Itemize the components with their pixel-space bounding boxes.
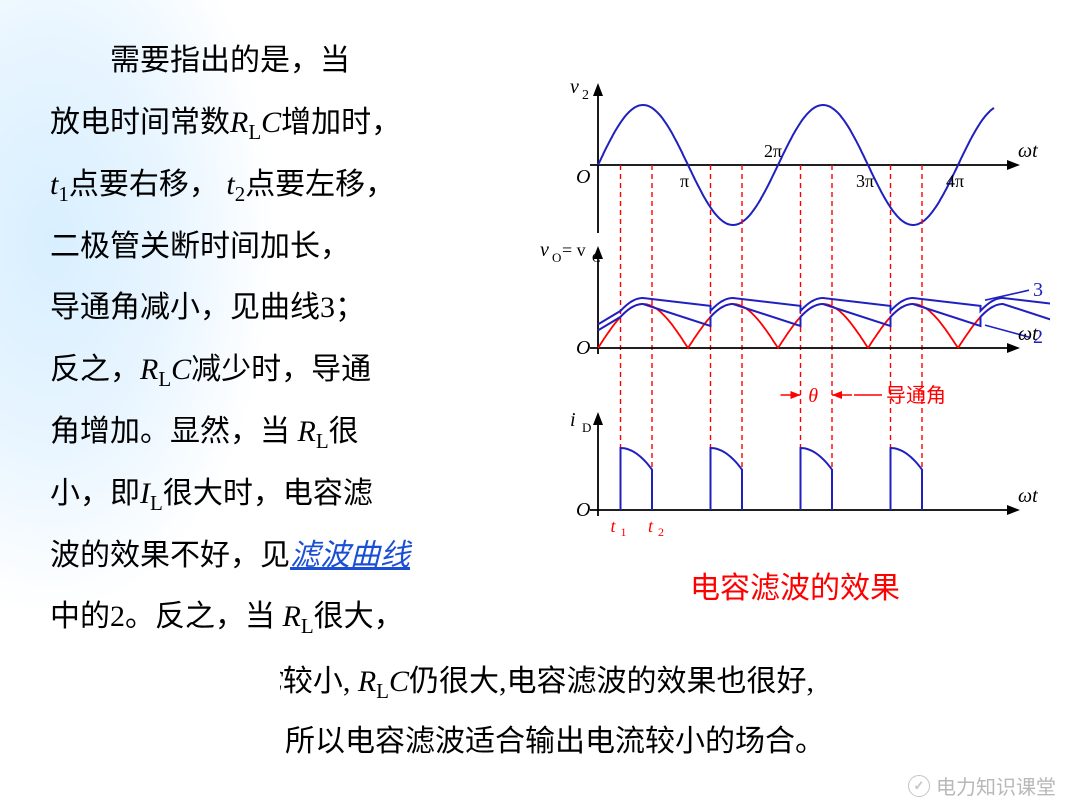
figure-caption: 电容滤波的效果	[540, 563, 1050, 607]
svg-text:O: O	[552, 250, 561, 265]
svg-text:D: D	[582, 420, 591, 435]
svg-text:i: i	[570, 409, 576, 431]
svg-text:C: C	[592, 250, 601, 265]
svg-text:= v: = v	[562, 240, 586, 260]
waveform-diagram: v2Oωtπ2π3π4π23vO= vCOωtiDOωtt1t2θ导通角	[540, 40, 1050, 540]
svg-text:t: t	[611, 516, 617, 536]
line1: 需要指出的是，当	[110, 44, 350, 77]
svg-text:2: 2	[658, 525, 664, 539]
svg-text:t: t	[648, 516, 654, 536]
svg-text:O: O	[576, 337, 590, 359]
svg-text:π: π	[680, 171, 689, 191]
svg-text:4π: 4π	[946, 171, 964, 191]
body-text: 需要指出的是，当 放电时间常数RLC增加时， t1点要右移， t2点要左移， 二…	[50, 30, 530, 648]
figure: v2Oωtπ2π3π4π23vO= vCOωtiDOωtt1t2θ导通角 电容滤…	[540, 30, 1050, 607]
svg-text:ωt: ωt	[1018, 485, 1038, 507]
watermark: ✓ 电力知识课堂	[908, 771, 1056, 800]
svg-text:θ: θ	[808, 385, 818, 407]
svg-text:3π: 3π	[856, 171, 874, 191]
svg-text:v: v	[570, 76, 579, 98]
svg-text:3: 3	[1033, 279, 1043, 301]
svg-text:ωt: ωt	[1018, 323, 1038, 345]
svg-text:导通角: 导通角	[886, 384, 946, 407]
svg-text:v: v	[540, 239, 549, 261]
svg-text:ωt: ωt	[1018, 140, 1038, 162]
link-filter-curve[interactable]: 滤波曲线	[290, 539, 410, 572]
svg-text:O: O	[576, 166, 590, 188]
svg-text:1: 1	[621, 525, 627, 539]
svg-text:2: 2	[582, 88, 589, 103]
svg-text:2π: 2π	[764, 141, 782, 161]
svg-text:O: O	[576, 499, 590, 521]
wechat-icon: ✓	[908, 775, 930, 797]
